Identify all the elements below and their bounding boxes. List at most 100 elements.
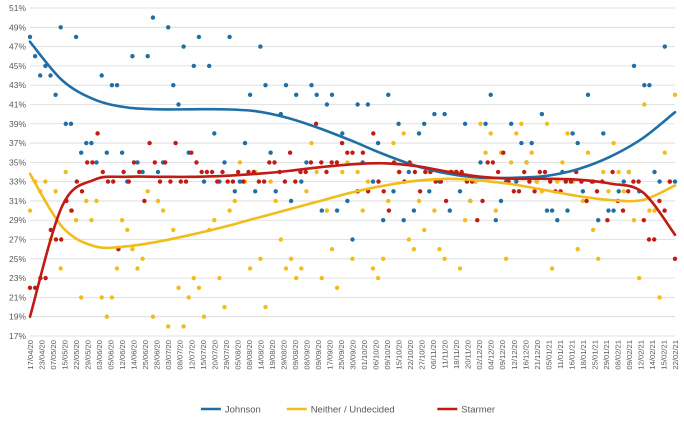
data-point	[672, 256, 678, 261]
data-point	[194, 160, 199, 165]
data-point	[391, 189, 396, 194]
data-point	[360, 150, 366, 155]
data-point	[32, 54, 38, 59]
data-point	[27, 208, 33, 213]
data-point	[411, 247, 417, 252]
x-tick-label: 23/04/20	[38, 340, 47, 370]
data-point	[334, 160, 340, 165]
data-point	[212, 218, 217, 223]
data-point	[386, 198, 391, 204]
data-point	[105, 179, 111, 184]
data-point	[241, 179, 246, 184]
data-point	[74, 179, 80, 184]
data-point	[319, 208, 324, 213]
data-point	[299, 266, 304, 271]
data-point	[155, 198, 161, 204]
data-point	[79, 150, 84, 155]
x-tick-label: 17/04/20	[26, 340, 35, 370]
y-tick-label: 29%	[9, 215, 26, 225]
data-point	[121, 169, 126, 175]
y-tick-label: 43%	[9, 80, 26, 90]
data-point	[401, 218, 406, 223]
data-point	[183, 179, 189, 184]
data-point	[38, 73, 43, 78]
data-point	[657, 179, 662, 184]
data-point	[636, 179, 641, 184]
data-point	[544, 121, 550, 127]
y-tick-label: 25%	[9, 254, 26, 264]
x-tick-label: 27/10/20	[418, 340, 427, 370]
data-point	[509, 121, 514, 127]
x-tick-label: 29/05/20	[84, 340, 93, 370]
data-point	[111, 179, 116, 184]
data-point	[222, 304, 227, 310]
x-tick-label: 14/02/21	[648, 340, 657, 370]
x-tick-label: 22/02/21	[671, 340, 680, 370]
data-point	[365, 179, 371, 184]
y-tick-label: 39%	[9, 119, 26, 129]
data-point	[485, 160, 490, 165]
data-point	[527, 179, 532, 184]
data-point	[555, 179, 560, 184]
data-point	[114, 83, 120, 88]
x-tick-label: 25/01/21	[590, 340, 599, 370]
data-point	[647, 208, 652, 213]
data-point	[212, 131, 217, 136]
data-point	[104, 150, 110, 155]
data-point	[370, 179, 376, 184]
data-point	[516, 189, 522, 194]
data-point	[524, 160, 529, 165]
x-tick-label: 03/06/20	[95, 340, 104, 370]
data-point	[438, 179, 444, 184]
data-point	[235, 169, 241, 175]
data-point	[150, 314, 156, 319]
data-point	[319, 160, 324, 165]
data-point	[99, 295, 104, 300]
data-point	[646, 237, 652, 242]
data-point	[610, 169, 615, 175]
data-point	[580, 198, 586, 204]
x-tick-label: 15/07/20	[199, 340, 208, 370]
data-point	[119, 150, 125, 155]
x-tick-label: 11/11/20	[441, 340, 450, 368]
data-point	[181, 44, 186, 49]
x-tick-label: 09/12/20	[498, 340, 507, 370]
data-point	[355, 169, 360, 175]
data-point	[308, 160, 314, 165]
data-point	[142, 198, 147, 204]
data-point	[406, 169, 411, 175]
data-point	[309, 83, 314, 88]
data-point	[447, 208, 452, 213]
data-point	[191, 63, 196, 69]
data-point	[227, 208, 232, 213]
data-point	[69, 208, 74, 213]
y-tick-label: 19%	[9, 312, 26, 322]
x-tick-label: 12/07/20	[187, 340, 196, 370]
y-tick-label: 51%	[9, 3, 26, 13]
data-point	[166, 25, 171, 30]
data-point	[416, 198, 422, 204]
data-point	[53, 189, 58, 194]
data-point	[171, 227, 176, 233]
data-point	[662, 44, 667, 49]
data-point	[501, 150, 506, 155]
data-point	[253, 189, 258, 194]
data-point	[114, 266, 120, 271]
data-point	[575, 247, 580, 252]
data-point	[519, 140, 524, 146]
data-point	[145, 189, 150, 194]
legend: Johnson Neither / Undecided Starmer	[200, 405, 495, 416]
data-point	[189, 150, 194, 155]
data-point	[386, 208, 392, 213]
x-tick-label: 08/09/20	[302, 340, 311, 370]
data-point	[79, 295, 84, 300]
data-point	[126, 179, 131, 184]
x-tick-label: 09/09/20	[314, 340, 323, 370]
x-tick-label: 20/07/20	[210, 340, 219, 370]
x-tick-label: 01/10/20	[360, 340, 369, 370]
data-point	[95, 131, 100, 136]
data-point	[397, 169, 402, 175]
x-tick-label: 19/08/20	[268, 340, 277, 370]
data-point	[529, 140, 534, 146]
